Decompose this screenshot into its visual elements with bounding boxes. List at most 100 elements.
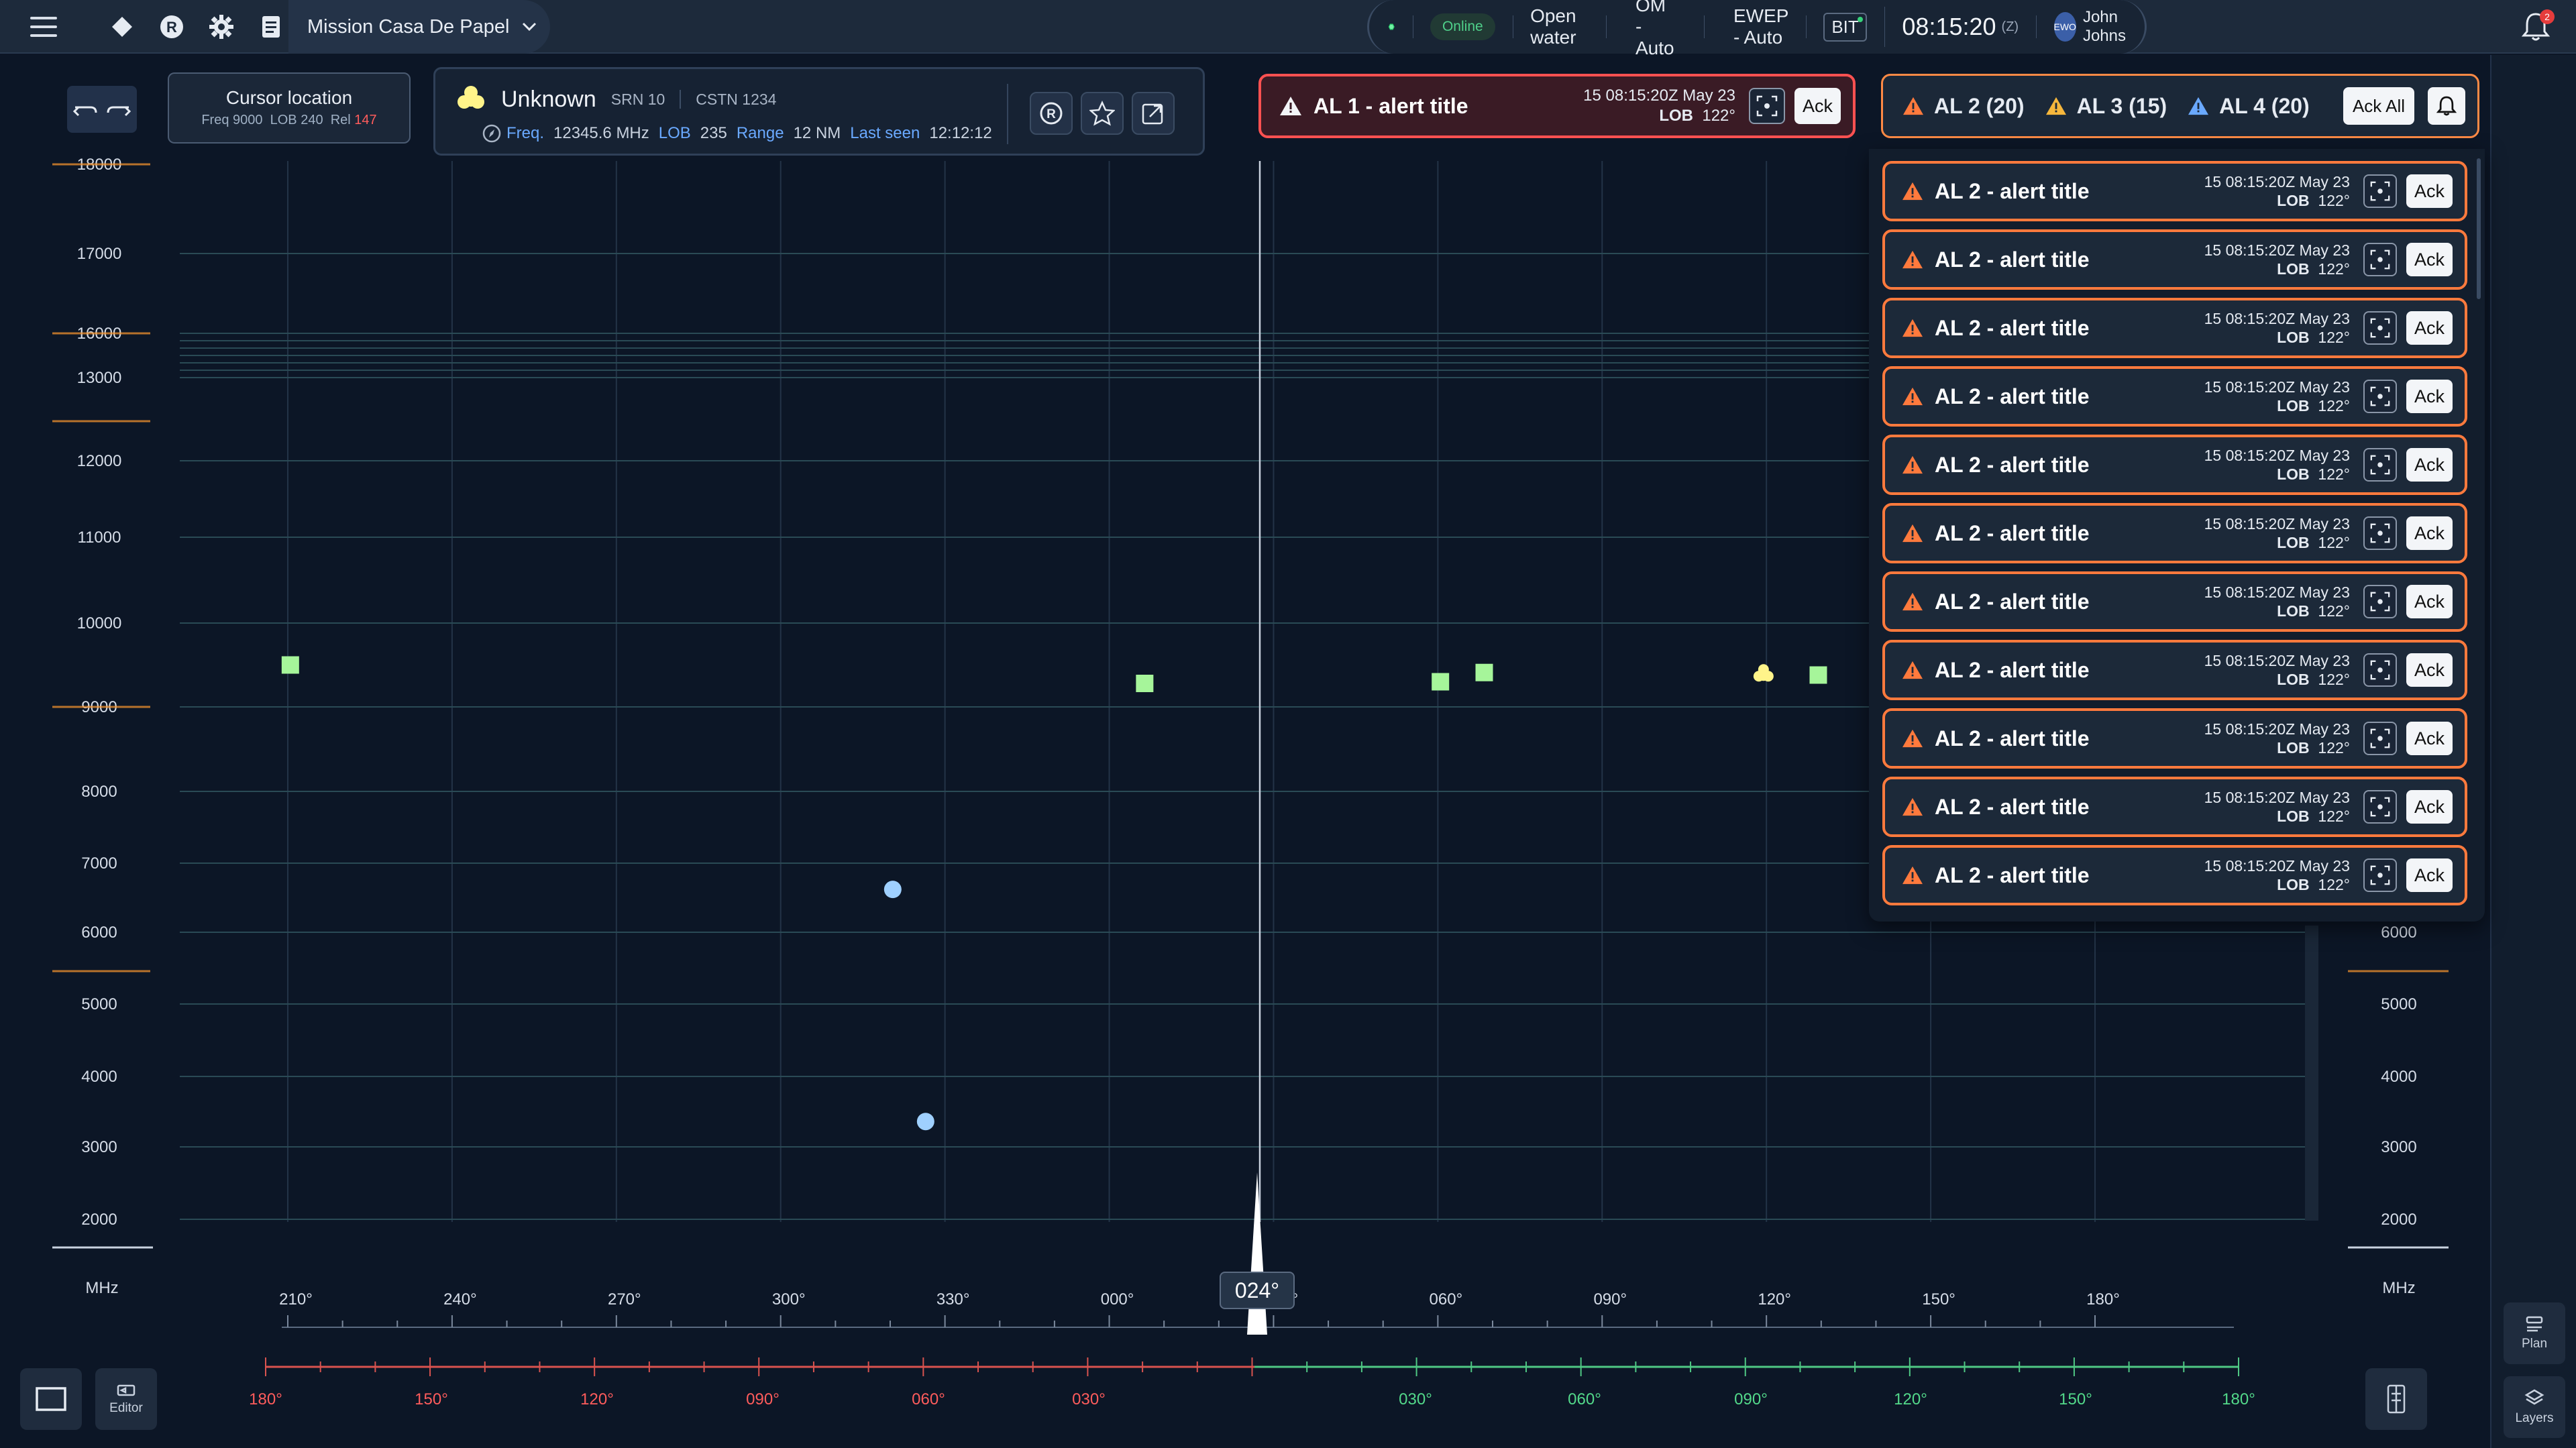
ack-button[interactable]: Ack [2406, 653, 2453, 687]
alert-list-item[interactable]: AL 2 - alert title 15 08:15:20Z May 23 LOB… [1882, 366, 2467, 427]
locate-target-button[interactable] [2363, 722, 2397, 755]
notifications-button[interactable]: 2 [2509, 0, 2563, 54]
alert-title: AL 2 - alert title [1935, 726, 2090, 750]
emitter-circle-marker[interactable] [883, 881, 902, 899]
locate-target-button[interactable] [2363, 243, 2397, 276]
locate-target-button[interactable] [2363, 516, 2397, 550]
alert-list-item[interactable]: AL 2 - alert title 15 08:15:20Z May 23 LOB… [1882, 845, 2467, 905]
bearing-axis: 210°240°270°300°330°000°030°060°090°120°… [279, 1172, 2234, 1335]
mute-alerts-button[interactable] [2428, 87, 2465, 125]
locate-target-button[interactable] [2363, 858, 2397, 892]
layers-button[interactable]: Layers [2504, 1376, 2565, 1438]
relative-stbd-label: 060° [1568, 1390, 1601, 1408]
ack-button[interactable]: Ack [2406, 790, 2453, 824]
alert-level-3-count[interactable]: AL 3 (15) [2045, 94, 2167, 119]
locate-target-button[interactable] [2363, 585, 2397, 618]
user-name[interactable]: John Johns [2082, 8, 2126, 45]
emitter-square-marker[interactable] [281, 656, 299, 674]
emitter-circle-marker[interactable] [916, 1113, 934, 1131]
layers-label: Layers [2515, 1411, 2554, 1425]
alert-list-panel: AL 2 - alert title 15 08:15:20Z May 23 LOB… [1869, 149, 2485, 922]
undo-icon[interactable] [72, 99, 99, 119]
ack-button[interactable]: Ack [2406, 722, 2453, 755]
alert-list-item[interactable]: AL 2 - alert title 15 08:15:20Z May 23 LOB… [1882, 161, 2467, 221]
alert-time: 15 08:15:20Z May 23 [2204, 310, 2350, 327]
ack-button[interactable]: Ack [2406, 448, 2453, 482]
ewep-mode[interactable]: EWEP - Auto [1733, 5, 1788, 48]
alert-summary-bar[interactable]: AL 2 (20) AL 3 (15) AL 4 (20) Ack All [1881, 74, 2479, 138]
alert-lob-label: LOB [2277, 876, 2310, 893]
bearing-tick-label: 210° [279, 1290, 313, 1308]
editor-button[interactable]: Editor [95, 1368, 157, 1430]
emitter-square-marker[interactable] [1475, 663, 1493, 681]
y-tick-label-right: 3000 [2381, 1138, 2416, 1156]
system-status-icon[interactable] [1388, 9, 1395, 44]
emitter-square-marker[interactable] [1136, 675, 1154, 692]
ack-button[interactable]: Ack [2406, 380, 2453, 413]
avatar[interactable]: EWO [2053, 12, 2076, 42]
mission-name: Mission Casa De Papel [307, 15, 510, 38]
alert-list-item[interactable]: AL 2 - alert title 15 08:15:20Z May 23 LOB… [1882, 571, 2467, 632]
target-srn: SRN 10 [610, 90, 665, 108]
emitter-unknown-marker[interactable] [1753, 664, 1774, 682]
report-button[interactable]: R [1030, 92, 1073, 135]
y-tick-label: 13000 [77, 369, 122, 387]
panel-toggle-button[interactable] [2365, 1368, 2427, 1430]
ack-button[interactable]: Ack [2406, 311, 2453, 345]
ack-button[interactable]: Ack [2406, 585, 2453, 618]
locate-target-button[interactable] [2363, 311, 2397, 345]
emitter-square-marker[interactable] [1432, 673, 1450, 691]
alert-list-item[interactable]: AL 2 - alert title 15 08:15:20Z May 23 LOB… [1882, 640, 2467, 700]
alert-meta: 15 08:15:20Z May 23 LOB 122° [2204, 651, 2350, 689]
bearing-cursor-marker[interactable] [1247, 1172, 1267, 1335]
redo-icon[interactable] [105, 99, 132, 119]
locate-target-button[interactable] [2363, 380, 2397, 413]
alert-list-scrollbar[interactable] [2477, 158, 2481, 299]
open-external-button[interactable] [1132, 92, 1175, 135]
locate-target-button[interactable] [2363, 448, 2397, 482]
ack-button[interactable]: Ack [2406, 516, 2453, 550]
alert-list-item[interactable]: AL 2 - alert title 15 08:15:20Z May 23 LOB… [1882, 503, 2467, 563]
view-toggle-button[interactable] [20, 1368, 82, 1430]
diamond-icon[interactable] [107, 12, 137, 42]
alert-level-1-banner[interactable]: AL 1 - alert title 15 08:15:20Z May 23 L… [1258, 74, 1856, 138]
alert-title: AL 2 - alert title [1935, 384, 2090, 408]
alert-list-item[interactable]: AL 2 - alert title 15 08:15:20Z May 23 LOB… [1882, 298, 2467, 358]
gear-icon[interactable] [207, 12, 236, 42]
cursor-title: Cursor location [225, 87, 353, 108]
warning-triangle-icon [1902, 182, 1923, 201]
locate-target-button[interactable] [2363, 174, 2397, 208]
editor-icon [117, 1384, 136, 1396]
alert-list-item[interactable]: AL 2 - alert title 15 08:15:20Z May 23 LOB… [1882, 435, 2467, 495]
alert-list-item[interactable]: AL 2 - alert title 15 08:15:20Z May 23 LOB… [1882, 708, 2467, 769]
current-bearing-tag[interactable]: 024° [1220, 1272, 1295, 1309]
om-mode[interactable]: OM - Auto [1635, 0, 1674, 58]
locate-target-button[interactable] [2363, 653, 2397, 687]
emitter-square-marker[interactable] [1809, 666, 1827, 684]
ack-button[interactable]: Ack [2406, 858, 2453, 892]
alert-level-4-count[interactable]: AL 4 (20) [2187, 94, 2310, 119]
ack-button[interactable]: Ack [2406, 174, 2453, 208]
right-axis-scroll[interactable] [2305, 926, 2318, 1221]
emitters-layer[interactable] [281, 656, 1827, 1131]
alert-list-item[interactable]: AL 2 - alert title 15 08:15:20Z May 23 LOB… [1882, 229, 2467, 290]
locate-target-button[interactable] [1748, 88, 1785, 124]
notes-icon[interactable] [256, 12, 286, 42]
ack-all-button[interactable]: Ack All [2343, 87, 2414, 125]
menu-button[interactable] [27, 0, 60, 54]
plan-button[interactable]: Plan [2504, 1302, 2565, 1364]
alert-lob-label: LOB [1659, 107, 1693, 125]
environment-status[interactable]: Open water [1530, 5, 1576, 48]
target-freq-label: Freq. [506, 124, 545, 142]
locate-target-button[interactable] [2363, 790, 2397, 824]
y-tick-label: 4000 [81, 1068, 117, 1086]
ack-button[interactable]: Ack [2406, 243, 2453, 276]
alert-level-2-count[interactable]: AL 2 (20) [1902, 94, 2025, 119]
bit-status[interactable]: BIT [1823, 12, 1867, 42]
alert-lob: 122° [2318, 397, 2350, 414]
radar-r-icon[interactable]: R [157, 12, 186, 42]
mission-selector[interactable]: Mission Casa De Papel [288, 0, 550, 54]
favorite-button[interactable] [1081, 92, 1124, 135]
alert-list-item[interactable]: AL 2 - alert title 15 08:15:20Z May 23 LOB… [1882, 777, 2467, 837]
ack-button[interactable]: Ack [1794, 88, 1841, 124]
